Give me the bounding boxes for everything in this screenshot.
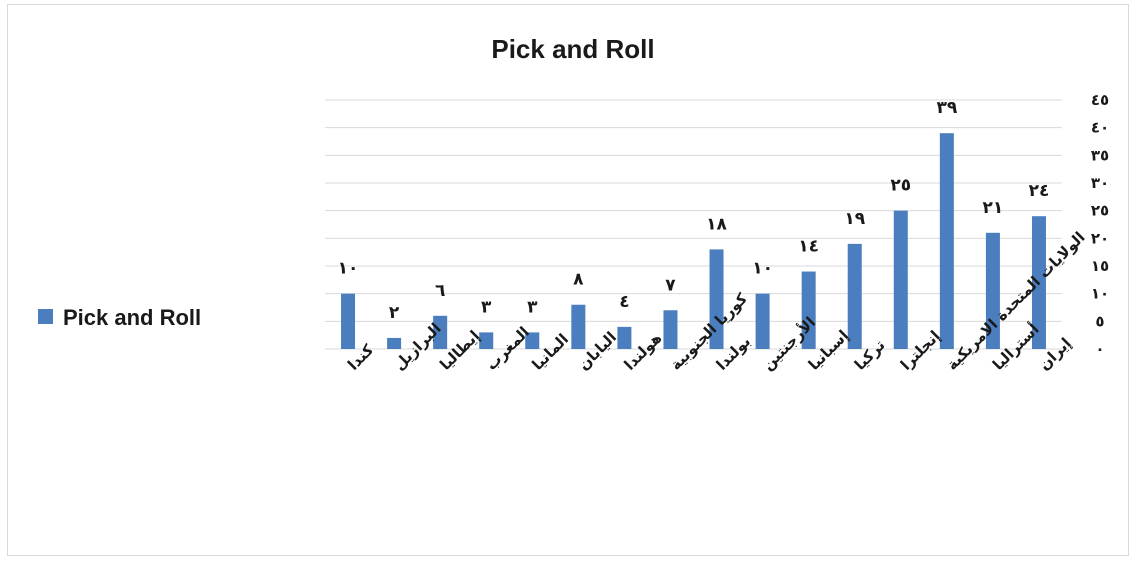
bar-5 bbox=[571, 304, 586, 349]
chart-title: Pick and Roll bbox=[491, 34, 654, 64]
bar-8 bbox=[709, 249, 724, 349]
data-label-14: ٢١ bbox=[983, 198, 1004, 218]
x-category-label: كوريا الجنوبية bbox=[667, 289, 751, 373]
data-label-5: ٨ bbox=[573, 270, 584, 290]
y-tick-label: ٥ bbox=[1095, 312, 1104, 330]
data-label-6: ٤ bbox=[619, 292, 629, 312]
y-tick-label: ٠ bbox=[1095, 340, 1104, 358]
legend-swatch bbox=[38, 309, 53, 324]
y-tick-label: ٣٠ bbox=[1091, 174, 1109, 192]
bar-1 bbox=[387, 337, 402, 349]
y-tick-label: ٣٥ bbox=[1091, 146, 1109, 164]
data-label-2: ٦ bbox=[435, 281, 445, 301]
legend: Pick and Roll bbox=[38, 305, 201, 330]
gridlines bbox=[325, 99, 1062, 350]
data-label-11: ١٩ bbox=[844, 209, 865, 229]
bar-14 bbox=[985, 232, 1000, 349]
bar-10 bbox=[801, 271, 816, 349]
data-label-15: ٢٤ bbox=[1029, 181, 1050, 201]
data-label-7: ٧ bbox=[665, 275, 676, 295]
data-label-8: ١٨ bbox=[706, 214, 727, 234]
bar-4 bbox=[525, 332, 540, 349]
bars bbox=[341, 133, 1046, 349]
data-label-13: ٣٩ bbox=[936, 98, 957, 118]
y-axis-ticks: ٠ ٥ ١٠ ١٥ ٢٠ ٢٥ ٣٠ ٣٥ ٤٠ ٤٥ bbox=[1091, 91, 1109, 358]
bar-11 bbox=[847, 243, 862, 349]
y-tick-label: ١٠ bbox=[1091, 285, 1109, 303]
y-tick-label: ٤٥ bbox=[1091, 91, 1109, 109]
bar-2 bbox=[433, 315, 448, 349]
data-label-4: ٣ bbox=[527, 297, 538, 317]
bar-6 bbox=[617, 326, 632, 349]
bar-9 bbox=[755, 293, 770, 349]
data-labels: ١٠ ٢ ٦ ٣ ٣ ٨ ٤ ٧ ١٨ ١٠ ١٤ ١٩ ٢٥ ٣٩ ٢١ ٢٤ bbox=[338, 98, 1050, 323]
y-tick-label: ٢٠ bbox=[1091, 229, 1109, 247]
y-tick-label: ٢٥ bbox=[1091, 202, 1109, 220]
bar-15 bbox=[1031, 216, 1046, 349]
data-label-10: ١٤ bbox=[798, 237, 819, 257]
bar-13 bbox=[939, 133, 954, 349]
data-label-12: ٢٥ bbox=[890, 176, 911, 196]
bar-3 bbox=[479, 332, 494, 349]
legend-label: Pick and Roll bbox=[63, 305, 201, 330]
bar-12 bbox=[893, 210, 908, 349]
data-label-3: ٣ bbox=[481, 297, 492, 317]
bar-0 bbox=[341, 293, 356, 349]
data-label-0: ١٠ bbox=[338, 259, 359, 279]
y-tick-label: ١٥ bbox=[1091, 257, 1109, 275]
bar-7 bbox=[663, 310, 678, 349]
data-label-1: ٢ bbox=[389, 303, 400, 323]
y-tick-label: ٤٠ bbox=[1091, 119, 1109, 137]
data-label-9: ١٠ bbox=[752, 259, 773, 279]
